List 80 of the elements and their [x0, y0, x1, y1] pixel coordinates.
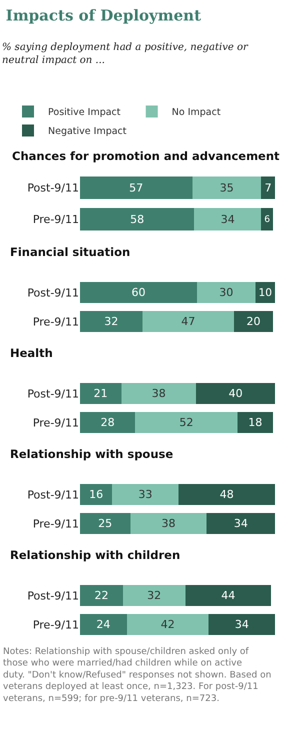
data-label: 42: [160, 618, 175, 631]
data-label: 60: [132, 286, 146, 299]
chart-subtitle: % saying deployment had a positive, negative or neutral impact on ...: [2, 42, 249, 66]
bar: [80, 585, 123, 606]
data-label: 58: [130, 212, 144, 226]
data-label: 21: [94, 387, 108, 400]
bar: [197, 282, 256, 303]
bar: [208, 614, 275, 635]
chart-title: Relationship with children: [10, 548, 180, 562]
data-label: 34: [234, 618, 249, 631]
y-tick-label: Pre-9/11: [32, 416, 79, 430]
data-label: 30: [219, 286, 234, 299]
bar: [261, 176, 275, 200]
bar: [80, 282, 197, 303]
bar: [238, 412, 274, 433]
data-label: 47: [181, 315, 196, 328]
bar: [206, 513, 275, 534]
data-label: 38: [161, 517, 176, 530]
y-tick-label: Post-9/11: [27, 286, 79, 300]
data-label: 44: [221, 589, 236, 602]
data-label: 35: [220, 181, 234, 194]
data-label: 33: [138, 488, 152, 501]
data-label: 57: [129, 181, 144, 194]
bar: [130, 513, 207, 534]
bar: [192, 176, 262, 200]
bar: [80, 513, 130, 534]
bar: [80, 311, 142, 332]
data-label: 32: [104, 315, 118, 328]
bar: [80, 176, 192, 200]
chart-title: Health: [10, 346, 53, 360]
data-label: 20: [246, 315, 261, 328]
bar: [80, 383, 122, 404]
y-tick-label: Post-9/11: [27, 488, 79, 502]
bar: [80, 484, 112, 505]
bar: [194, 208, 262, 231]
data-label: 7: [264, 181, 272, 194]
y-tick-label: Pre-9/11: [32, 315, 79, 328]
bar: [142, 311, 234, 332]
bar: [178, 484, 275, 505]
y-tick-label: Post-9/11: [27, 387, 79, 400]
y-tick-label: Pre-9/11: [32, 517, 79, 530]
bar: [126, 614, 209, 635]
bar: [196, 383, 275, 404]
bar: [121, 383, 196, 404]
data-label: 25: [98, 517, 112, 530]
text: Notes: Relationship with spouse/children asked only of those who were married/had children while on active duty. "Don't know/Refused" responses not shown. Based on veterans deployed at least once, n=1,323. For post-9/11 veterans, n=599; for pre-9/11 veterans, n=723.: [3, 647, 272, 704]
legend-label: No Impact: [172, 107, 221, 118]
chart-title: Financial situation: [10, 245, 130, 260]
y-tick-label: Pre-9/11: [32, 213, 79, 226]
text: Chances for promotion and advancement: [12, 149, 280, 163]
data-label: 40: [228, 387, 243, 400]
bar: [80, 614, 127, 635]
data-label: 10: [258, 286, 272, 299]
legend-label: Positive Impact: [48, 107, 121, 118]
data-label: 18: [248, 416, 262, 429]
bar: [135, 412, 238, 433]
data-label: 22: [94, 589, 108, 602]
bar: [261, 208, 274, 231]
bar: [80, 208, 194, 231]
bar: [122, 585, 186, 606]
data-label: 48: [220, 488, 234, 501]
data-label: 34: [220, 212, 235, 226]
chart-title: Relationship with spouse: [10, 447, 174, 462]
data-label: 52: [179, 416, 194, 429]
bar: [234, 311, 274, 332]
y-tick-label: Post-9/11: [27, 589, 79, 602]
data-label: 38: [152, 387, 166, 400]
y-tick-label: Pre-9/11: [32, 618, 79, 632]
data-label: 32: [147, 589, 162, 602]
data-label: 34: [234, 517, 248, 530]
chart-title: Impacts of Deployment: [6, 6, 202, 24]
data-label: 24: [96, 618, 110, 631]
legend-label: Negative Impact: [48, 126, 127, 138]
bar: [185, 585, 272, 606]
y-tick-label: Post-9/11: [27, 182, 79, 195]
data-label: 28: [100, 416, 115, 429]
bar: [80, 412, 136, 433]
data-label: 16: [89, 488, 104, 501]
bar: [112, 484, 179, 505]
data-label: 6: [264, 215, 270, 226]
